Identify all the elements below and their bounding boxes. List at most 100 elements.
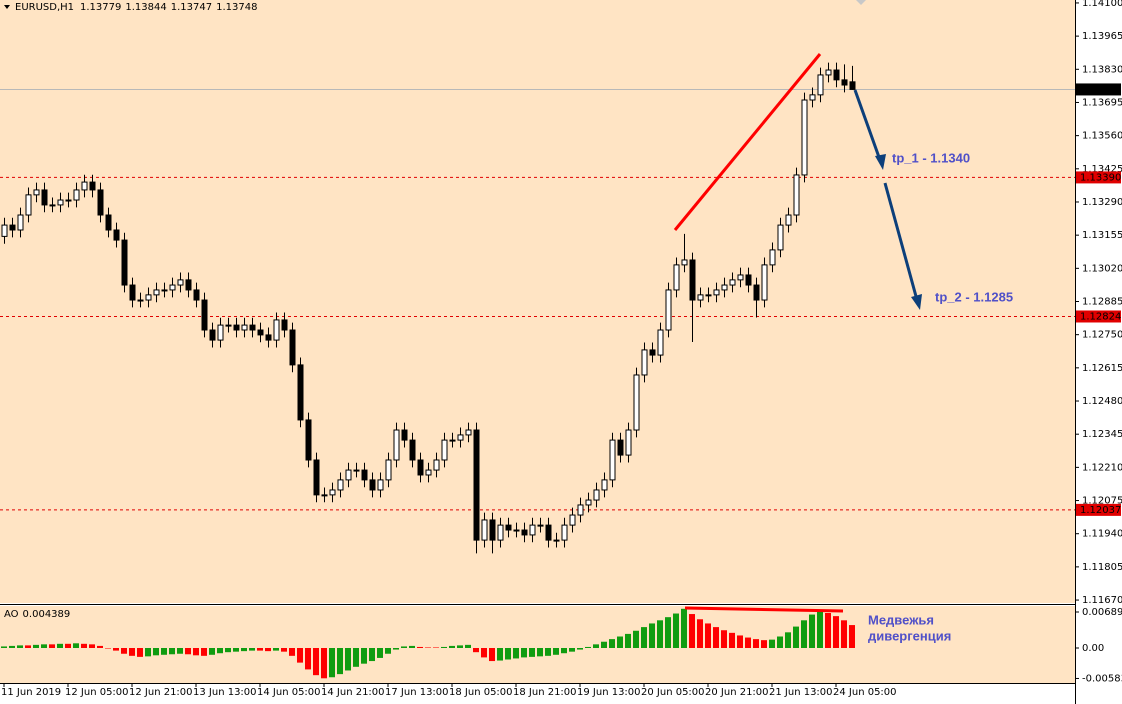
candle-body bbox=[161, 289, 168, 292]
indicator-bar bbox=[249, 648, 255, 651]
indicator-bar bbox=[25, 645, 31, 648]
indicator-bar bbox=[137, 648, 143, 657]
candle-body bbox=[257, 329, 264, 336]
y-tick-label: 1.11940 bbox=[1082, 529, 1122, 540]
indicator-bar bbox=[745, 637, 751, 648]
y-tick-label: 1.13830 bbox=[1082, 64, 1122, 75]
indicator-bar bbox=[713, 627, 719, 648]
indicator-bar bbox=[497, 648, 503, 661]
low-value: 1.13747 bbox=[171, 2, 212, 13]
indicator-bar bbox=[545, 648, 551, 656]
candle-body bbox=[497, 524, 504, 541]
indicator-bar bbox=[193, 648, 199, 656]
indicator-bar bbox=[817, 611, 823, 648]
annotation: tp_1 - 1.1340 bbox=[892, 150, 970, 165]
indicator-bar bbox=[265, 648, 271, 652]
indicator-bar bbox=[665, 617, 671, 648]
candle-body bbox=[89, 181, 96, 191]
candle-body bbox=[841, 79, 848, 86]
indicator-bar bbox=[393, 648, 399, 650]
candle-body bbox=[185, 279, 192, 291]
indicator-bar bbox=[417, 646, 423, 648]
candle-body bbox=[785, 214, 792, 226]
candle-body bbox=[609, 439, 616, 481]
indicator-bar bbox=[521, 648, 527, 658]
indicator-bar bbox=[89, 644, 95, 648]
candle-body bbox=[393, 429, 400, 461]
indicator-bar bbox=[169, 648, 175, 655]
candle-body bbox=[641, 349, 648, 376]
indicator-bar bbox=[177, 648, 183, 654]
indicator-bar bbox=[385, 648, 391, 654]
y2-tick-label: 0.006892 bbox=[1082, 607, 1122, 618]
indicator-bar bbox=[161, 648, 167, 655]
candle-body bbox=[681, 259, 688, 266]
candle-body bbox=[121, 239, 128, 286]
indicator-bar bbox=[617, 636, 623, 648]
candle-body bbox=[697, 294, 704, 301]
y-tick-label: 1.12480 bbox=[1082, 396, 1122, 407]
indicator-bar bbox=[465, 644, 471, 648]
indicator-bar bbox=[577, 648, 583, 650]
y-tick-label: 1.14100 bbox=[1082, 0, 1122, 9]
indicator-bar bbox=[153, 648, 159, 656]
y-tick-label: 1.12750 bbox=[1082, 330, 1122, 341]
indicator-bar bbox=[297, 648, 303, 663]
candle-body bbox=[353, 469, 360, 472]
candle-body bbox=[41, 189, 48, 206]
indicator-bar bbox=[761, 640, 767, 648]
last-price-box bbox=[1076, 83, 1121, 96]
candle-body bbox=[369, 479, 376, 491]
candle-body bbox=[209, 329, 216, 341]
menu-arrow bbox=[4, 5, 10, 9]
indicator-bar bbox=[73, 643, 79, 648]
y-tick-label: 1.13020 bbox=[1082, 263, 1122, 274]
x-tick-label: 11 Jun 2019 bbox=[1, 687, 61, 698]
indicator-bar bbox=[289, 648, 295, 656]
indicator-bar bbox=[273, 648, 279, 651]
indicator-bar bbox=[737, 635, 743, 648]
close-value: 1.13748 bbox=[216, 2, 257, 13]
indicator-bar bbox=[561, 648, 567, 654]
candle-body bbox=[545, 524, 552, 541]
candle-body bbox=[17, 214, 24, 231]
high-value: 1.13844 bbox=[125, 2, 166, 13]
annotation: дивергенция bbox=[868, 628, 951, 643]
indicator-bar bbox=[113, 648, 119, 651]
candle-body bbox=[745, 274, 752, 286]
candle-body bbox=[433, 459, 440, 471]
candle-body bbox=[417, 459, 424, 476]
indicator-bar bbox=[97, 645, 103, 648]
y2-tick-label: -0.005830 bbox=[1082, 673, 1122, 684]
indicator-bar bbox=[401, 646, 407, 648]
candle-body bbox=[665, 289, 672, 331]
level-label: 1.12824 bbox=[1080, 311, 1121, 322]
indicator-bar bbox=[329, 648, 335, 678]
candle-body bbox=[593, 489, 600, 501]
y-tick-label: 1.13965 bbox=[1082, 31, 1122, 42]
indicator-bar bbox=[321, 648, 327, 679]
candle-body bbox=[529, 524, 536, 536]
level-label-box bbox=[1076, 171, 1121, 184]
y2-tick-label: 0.00 bbox=[1082, 643, 1104, 654]
indicator-bar bbox=[609, 639, 615, 648]
indicator-bar bbox=[337, 648, 343, 675]
candle-body bbox=[769, 249, 776, 266]
indicator-value: 0.004389 bbox=[23, 609, 71, 620]
candle-body bbox=[361, 469, 368, 481]
indicator-bar bbox=[33, 644, 39, 648]
open-value: 1.13779 bbox=[80, 2, 121, 13]
candle-body bbox=[329, 489, 336, 496]
indicator-bar bbox=[633, 630, 639, 648]
divergence-line bbox=[684, 606, 844, 613]
y-tick-label: 1.11805 bbox=[1082, 562, 1122, 573]
indicator-bar bbox=[785, 632, 791, 648]
candle-body bbox=[809, 94, 816, 101]
candle-body bbox=[201, 299, 208, 331]
candle-body bbox=[73, 189, 80, 201]
trend-line bbox=[673, 53, 822, 231]
candle-body bbox=[193, 289, 200, 301]
candle-body bbox=[289, 329, 296, 366]
